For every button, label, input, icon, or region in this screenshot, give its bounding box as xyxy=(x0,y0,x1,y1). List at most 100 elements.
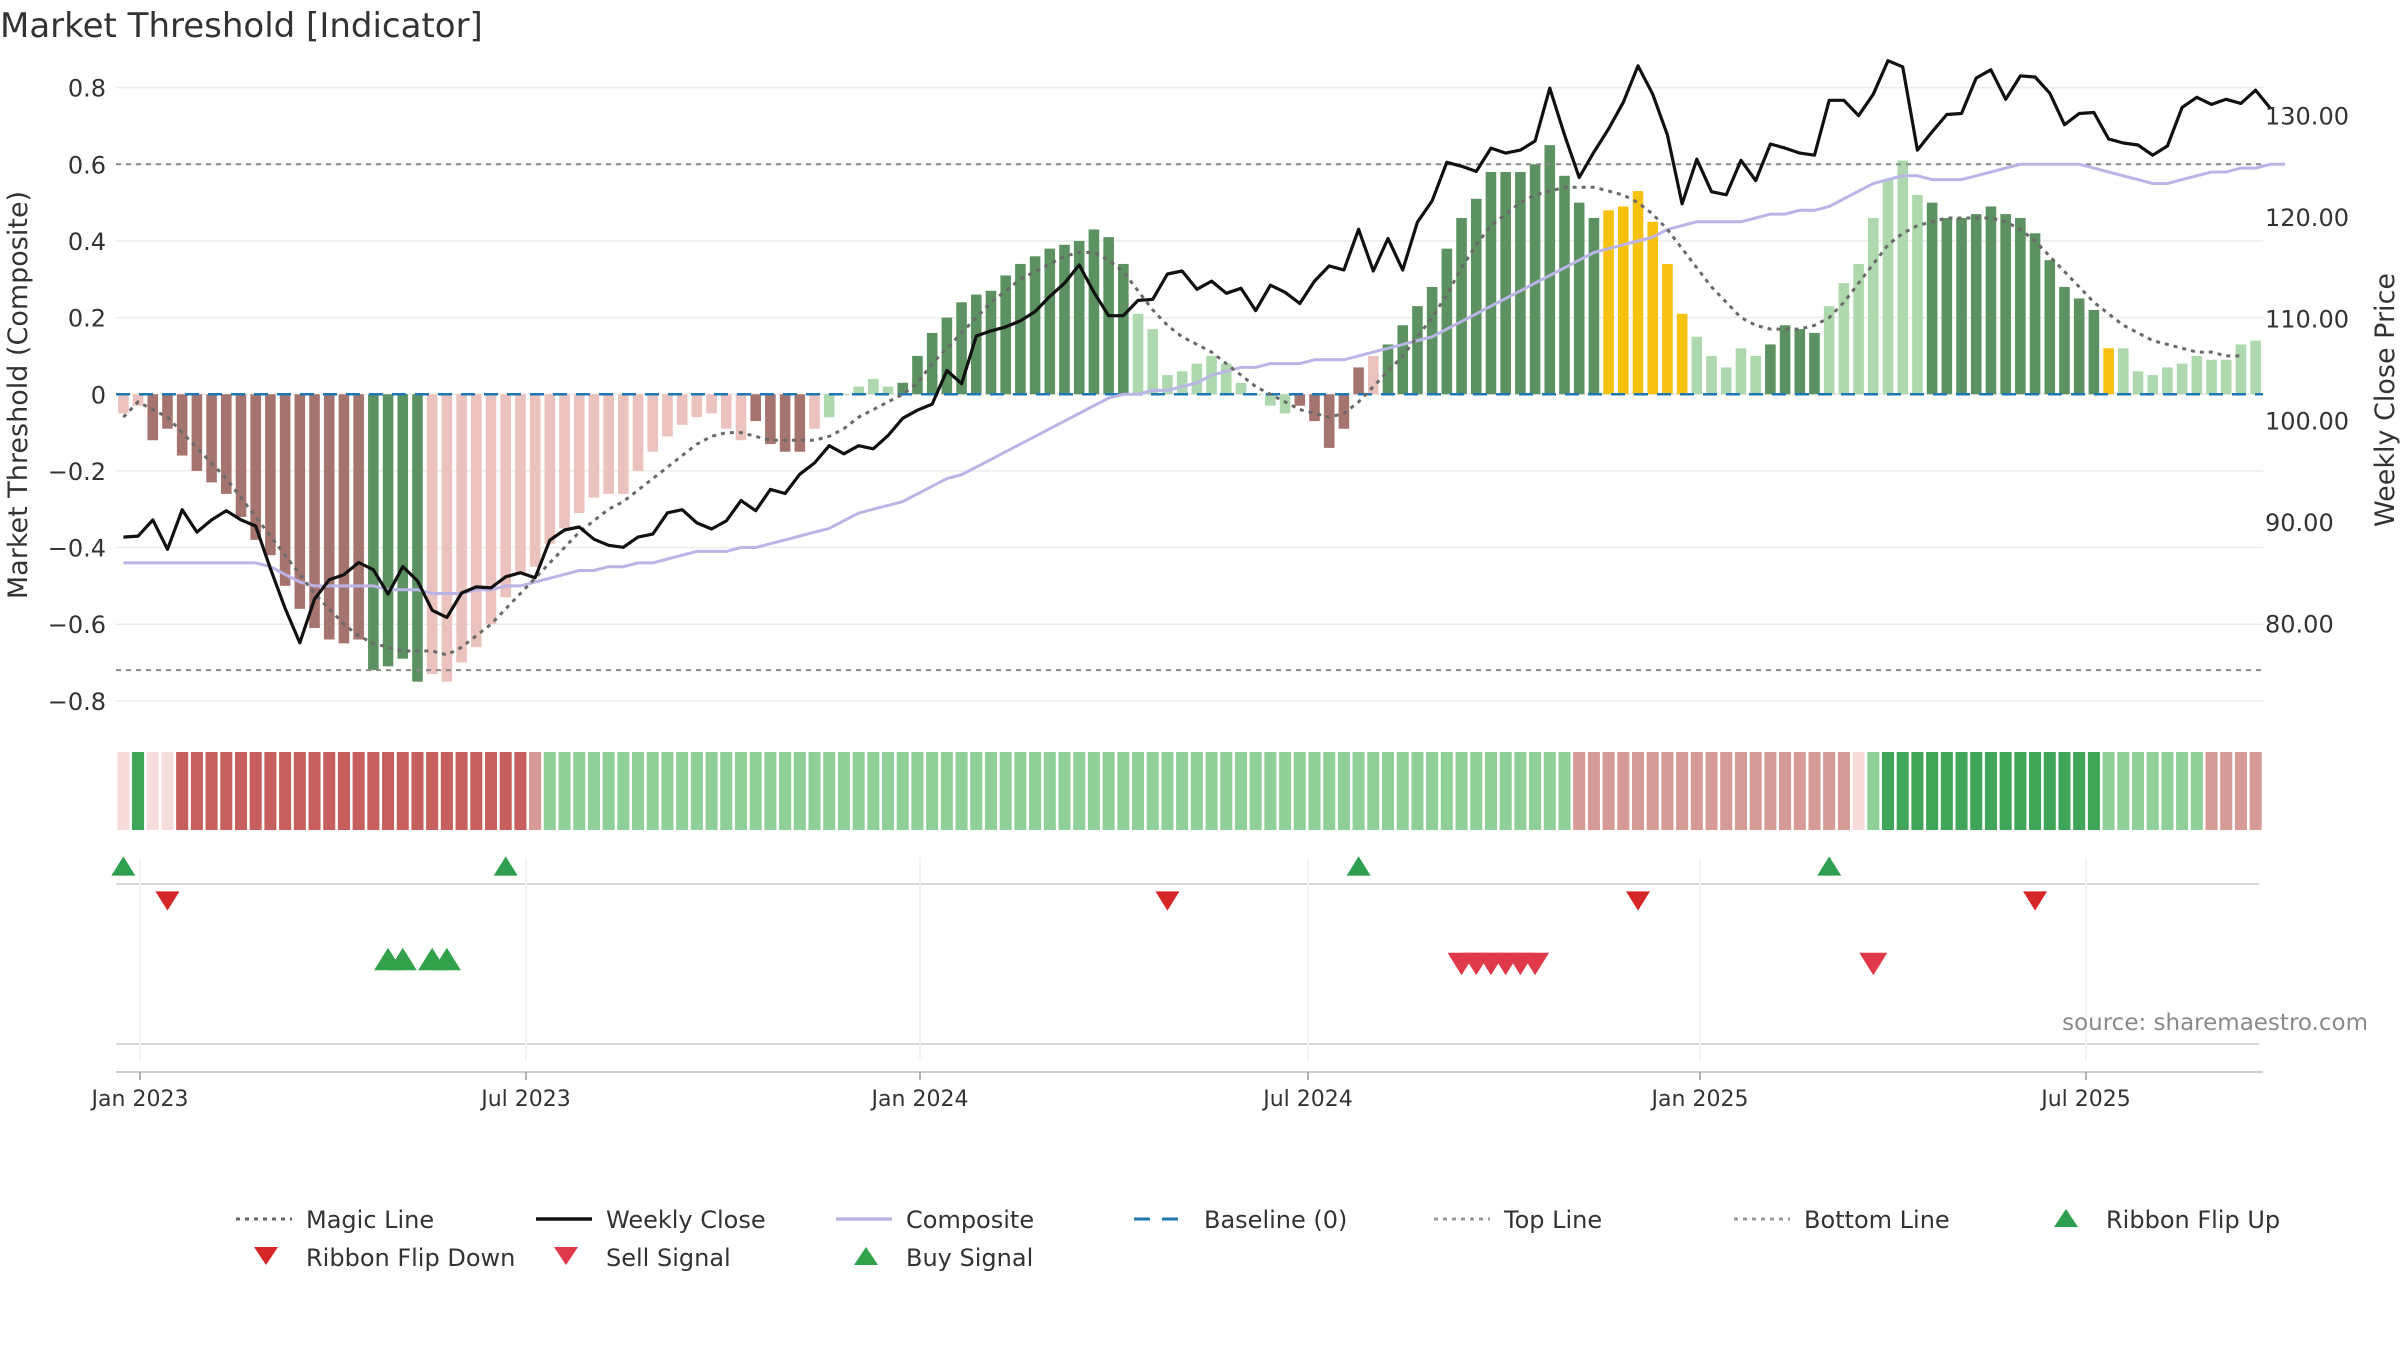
y-axis-left-label: Market Threshold (Composite) xyxy=(3,191,34,599)
composite-bar xyxy=(2235,344,2247,395)
ribbon-cell xyxy=(1543,752,1556,830)
ribbon-cell xyxy=(1602,752,1615,830)
composite-bar xyxy=(2015,217,2026,395)
legend-label: Ribbon Flip Down xyxy=(306,1244,515,1272)
ribbon-cell xyxy=(1132,752,1145,830)
ribbon-cell xyxy=(1940,752,1953,830)
ribbon-cell xyxy=(1808,752,1821,830)
ribbon-cell xyxy=(955,752,968,830)
ribbon-cell xyxy=(984,752,998,830)
ribbon-cell xyxy=(1573,752,1586,830)
ribbon-cell xyxy=(676,752,689,830)
composite-bar xyxy=(441,394,453,682)
composite-bar xyxy=(1823,306,1835,395)
composite-bar xyxy=(470,394,482,648)
y-left-tick-label: −0.8 xyxy=(48,688,106,716)
ribbon-cell xyxy=(514,752,527,830)
composite-bar xyxy=(1941,217,1953,395)
composite-bar xyxy=(2044,260,2056,395)
ribbon-cell xyxy=(2117,752,2130,830)
ribbon-cell xyxy=(132,752,145,830)
composite-bar xyxy=(2147,375,2159,395)
composite-bar xyxy=(2176,363,2188,395)
ribbon-cell xyxy=(926,752,939,830)
ribbon-cell xyxy=(2102,752,2115,830)
ribbon-cell xyxy=(1984,752,1997,830)
ribbon-cell xyxy=(190,752,203,830)
composite-bar xyxy=(1015,263,1026,395)
ribbon-cell xyxy=(396,752,409,830)
ribbon-cell xyxy=(632,752,645,830)
lines-layer xyxy=(116,59,2286,672)
ribbon-cell xyxy=(1955,752,1968,830)
composite-bar xyxy=(735,394,747,441)
composite-bar xyxy=(676,394,688,425)
composite-bar xyxy=(397,394,409,659)
legend-label: Sell Signal xyxy=(606,1244,731,1272)
ribbon-cell xyxy=(264,752,277,830)
ribbon-cell xyxy=(2131,752,2145,830)
ribbon-cell xyxy=(499,752,512,830)
ribbon-cell xyxy=(1161,752,1174,830)
composite-bar xyxy=(2206,359,2217,395)
ribbon-cell xyxy=(220,752,233,830)
composite-bar xyxy=(970,294,982,395)
composite-bar xyxy=(1956,217,1967,395)
ribbon-cell xyxy=(2029,752,2042,830)
ribbon-layer xyxy=(117,752,2262,830)
composite-bar xyxy=(1073,240,1085,395)
ribbon-cell xyxy=(1117,752,1130,830)
composite-bar xyxy=(1529,164,1541,395)
ribbon-cell xyxy=(1323,752,1336,830)
y-right-tick-label: 100.00 xyxy=(2265,407,2349,435)
composite-bar xyxy=(220,394,232,494)
composite-bar xyxy=(1279,394,1291,414)
composite-bar xyxy=(1838,283,1850,395)
ribbon-cell xyxy=(1293,752,1306,830)
composite-bar xyxy=(985,290,997,395)
composite-bar xyxy=(1309,394,1320,422)
x-tick-label: Jul 2024 xyxy=(1261,1087,1353,1112)
y-right-tick-label: 130.00 xyxy=(2265,103,2349,131)
composite-bar xyxy=(176,394,188,456)
ribbon-cell xyxy=(1043,752,1056,830)
ribbon-cell xyxy=(367,752,380,830)
y-left-tick-label: −0.2 xyxy=(48,458,106,486)
legend-item: Ribbon Flip Up xyxy=(2054,1206,2280,1234)
ribbon-cell xyxy=(1749,752,1762,830)
composite-bar xyxy=(2118,348,2129,395)
ribbon-cell xyxy=(1676,752,1689,830)
composite-bar xyxy=(1235,382,1247,395)
composite-bar xyxy=(603,394,614,494)
y-right-tick-label: 80.00 xyxy=(2265,610,2334,638)
ribbon-cell xyxy=(2161,752,2174,830)
legend-layer: Magic Line Weekly Close Composite Baseline … xyxy=(236,1206,2280,1272)
composite-bar xyxy=(1794,329,1806,395)
composite-bar xyxy=(1470,198,1482,395)
ribbon-cell xyxy=(1205,752,1218,830)
ribbon-cell xyxy=(1705,752,1718,830)
ribbon-flip-down-marker xyxy=(2023,891,2048,911)
ribbon-cell xyxy=(279,752,292,830)
ribbon-cell xyxy=(1073,752,1086,830)
composite-bar xyxy=(1779,325,1791,395)
ribbon-cell xyxy=(1631,752,1645,830)
composite-bar xyxy=(779,394,791,452)
ribbon-cell xyxy=(999,752,1012,830)
ribbon-cell xyxy=(1499,752,1512,830)
ribbon-cell xyxy=(1514,752,1527,830)
composite-bar xyxy=(1809,332,1820,395)
ribbon-cell xyxy=(573,752,586,830)
composite-bar xyxy=(706,394,717,414)
composite-bar xyxy=(250,394,261,540)
composite-bar xyxy=(279,394,291,586)
composite-bar xyxy=(1426,286,1438,395)
composite-bar xyxy=(1191,363,1203,395)
ribbon-cell xyxy=(2043,752,2056,830)
ribbon-cell xyxy=(1734,752,1747,830)
composite-bar xyxy=(1720,367,1732,395)
ribbon-cell xyxy=(1661,752,1674,830)
ribbon-cell xyxy=(837,752,850,830)
ribbon-cell xyxy=(1690,752,1703,830)
composite-bar xyxy=(1559,175,1570,395)
